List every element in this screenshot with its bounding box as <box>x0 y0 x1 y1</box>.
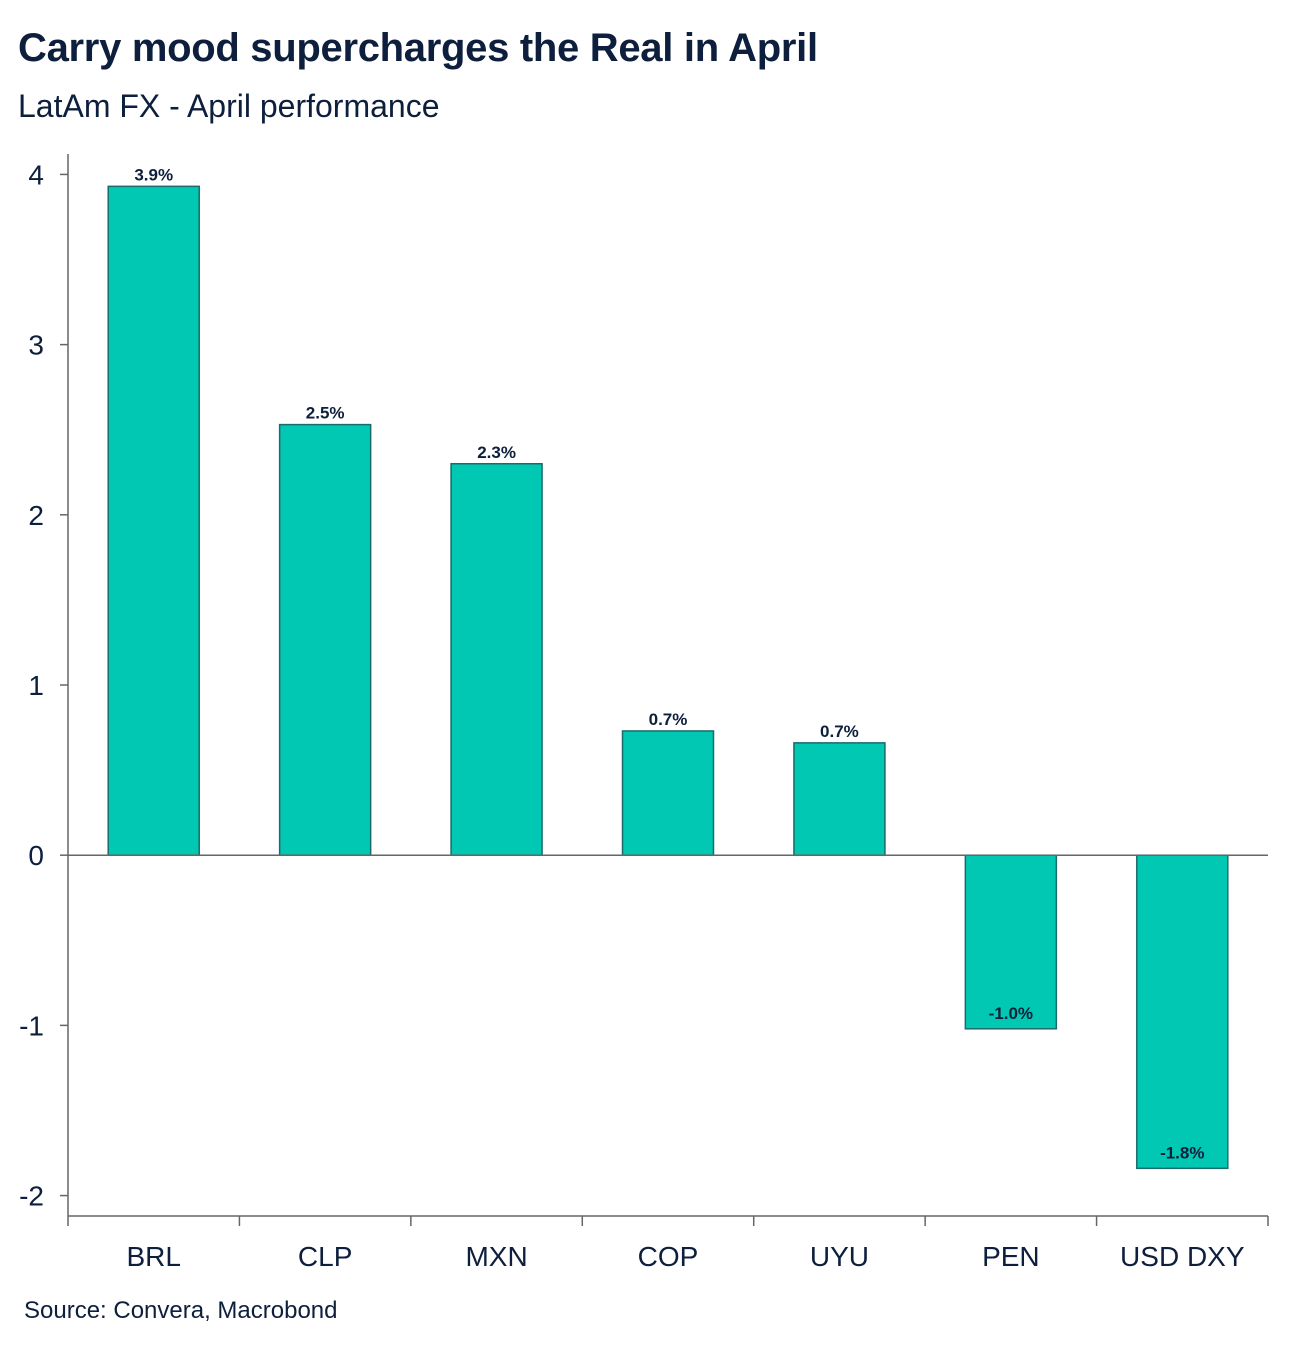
data-label: 0.7% <box>820 722 859 741</box>
source-note: Source: Convera, Macrobond <box>24 1297 338 1324</box>
data-label: 2.3% <box>477 443 516 462</box>
data-labels: 3.9% 2.5% 2.3% 0.7% 0.7% -1.0% -1.8% <box>134 165 1204 1162</box>
chart-title: Carry mood supercharges the Real in Apri… <box>18 26 818 70</box>
x-tick-label: UYU <box>810 1241 869 1272</box>
bar-usd-dxy <box>1136 854 1229 1170</box>
bar-chart: -2 -1 0 1 2 3 4 BRL CLP MXN COP UYU PEN USD DXY 3.9%… <box>19 154 1269 1272</box>
x-tick-label: USD DXY <box>1120 1241 1245 1272</box>
bar-cop <box>621 730 715 856</box>
y-tick-label: -2 <box>19 1181 44 1212</box>
x-tick-label: PEN <box>982 1241 1040 1272</box>
x-tick-label: MXN <box>465 1241 527 1272</box>
y-tick-label: 4 <box>28 159 44 190</box>
bar-clp <box>278 423 372 856</box>
data-label: -1.0% <box>989 1004 1033 1023</box>
y-tick-label: 3 <box>28 330 44 361</box>
y-tick-label: -1 <box>19 1010 44 1041</box>
x-tick-label: CLP <box>298 1241 352 1272</box>
data-label: 2.5% <box>306 404 345 423</box>
data-label: -1.8% <box>1160 1143 1204 1162</box>
y-tick-label: 0 <box>28 840 44 871</box>
x-tick-label: COP <box>638 1241 699 1272</box>
data-label: 3.9% <box>134 165 173 184</box>
y-tick-label: 2 <box>28 500 44 531</box>
bar-brl <box>107 185 200 856</box>
x-axis: BRL CLP MXN COP UYU PEN USD DXY <box>67 1215 1269 1272</box>
bar-mxn <box>450 463 543 856</box>
bar-uyu <box>793 742 886 856</box>
bar-pen <box>964 854 1058 1030</box>
bars <box>107 185 1229 1170</box>
y-tick-label: 1 <box>28 670 44 701</box>
chart-subtitle: LatAm FX - April performance <box>18 88 440 124</box>
x-tick-label: BRL <box>126 1241 180 1272</box>
y-axis: -2 -1 0 1 2 3 4 <box>19 154 69 1216</box>
data-label: 0.7% <box>649 710 688 729</box>
